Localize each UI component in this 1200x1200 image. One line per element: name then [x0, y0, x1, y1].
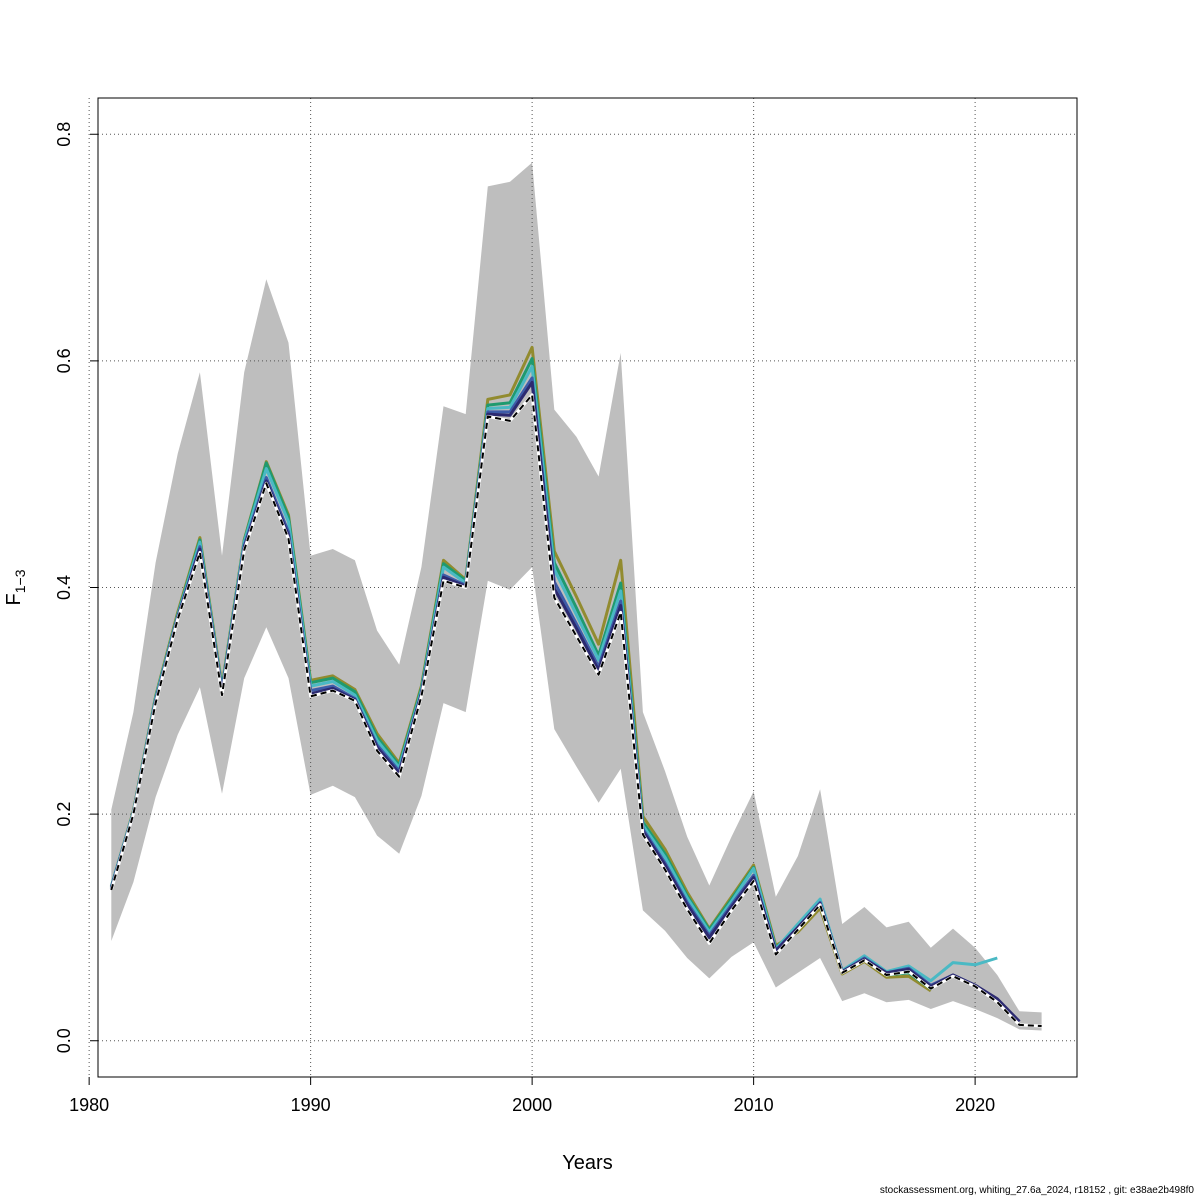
footer-credit: stockassessment.org, whiting_27.6a_2024,…: [879, 1185, 1194, 1196]
x-tick-label: 1980: [69, 1095, 109, 1115]
y-tick-label: 0.8: [54, 122, 74, 147]
axis-layer: 1980 1990 2000 2010 2020 0.0 0.2 0.4 0.6 0.8: [54, 122, 995, 1115]
y-tick-label: 0.2: [54, 802, 74, 827]
x-tick-label: 1990: [291, 1095, 331, 1115]
x-tick-label: 2020: [955, 1095, 995, 1115]
x-tick-label: 2000: [512, 1095, 552, 1115]
y-tick-label: 0.0: [54, 1028, 74, 1053]
y-axis-title-main: F: [3, 593, 25, 605]
y-axis-title-subscript: 1−3: [12, 569, 28, 593]
y-tick-label: 0.6: [54, 348, 74, 373]
series-line-6: [110, 393, 1042, 1027]
x-axis-title: Years: [562, 1152, 612, 1174]
y-tick-label: 0.4: [54, 575, 74, 600]
series-layer: [109, 345, 1042, 1028]
y-axis-title: F1−3: [3, 569, 28, 605]
x-tick-label: 2010: [734, 1095, 774, 1115]
